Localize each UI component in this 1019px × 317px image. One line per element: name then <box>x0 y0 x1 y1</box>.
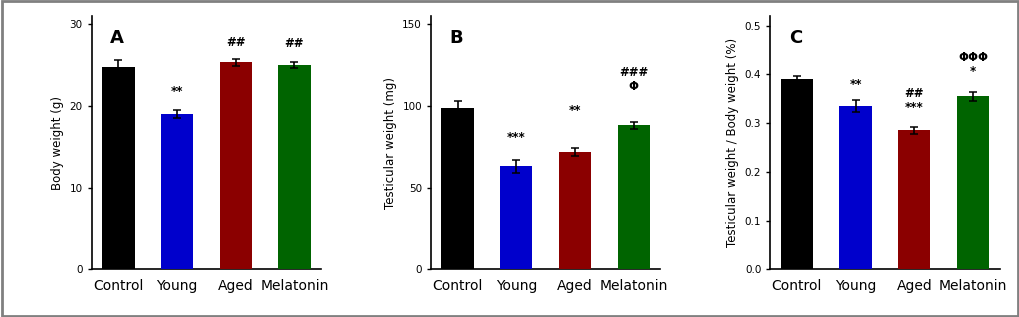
Text: ΦΦΦ
*: ΦΦΦ * <box>957 51 987 78</box>
Bar <box>839 106 871 269</box>
Text: ##: ## <box>284 37 304 50</box>
Bar <box>499 166 532 269</box>
Text: A: A <box>110 29 124 47</box>
Bar <box>161 114 193 269</box>
Bar <box>558 152 591 269</box>
Text: C: C <box>788 29 801 47</box>
Text: B: B <box>449 29 463 47</box>
Bar <box>278 65 311 269</box>
Bar <box>441 108 473 269</box>
Bar <box>780 79 812 269</box>
Bar <box>102 67 135 269</box>
Text: **: ** <box>170 85 183 98</box>
Text: ***: *** <box>506 131 525 144</box>
Text: ##
***: ## *** <box>904 87 923 114</box>
Text: **: ** <box>849 78 861 91</box>
Y-axis label: Testicular weight (mg): Testicular weight (mg) <box>383 77 396 209</box>
Text: ###
Φ: ### Φ <box>619 66 648 93</box>
Text: ##: ## <box>226 36 246 49</box>
Bar <box>956 96 988 269</box>
Bar <box>219 62 252 269</box>
Bar <box>898 131 929 269</box>
Y-axis label: Testicular weight / Body weight (%): Testicular weight / Body weight (%) <box>726 38 739 247</box>
Y-axis label: Body weight (g): Body weight (g) <box>51 96 64 190</box>
Text: **: ** <box>569 104 581 117</box>
Bar <box>618 126 649 269</box>
